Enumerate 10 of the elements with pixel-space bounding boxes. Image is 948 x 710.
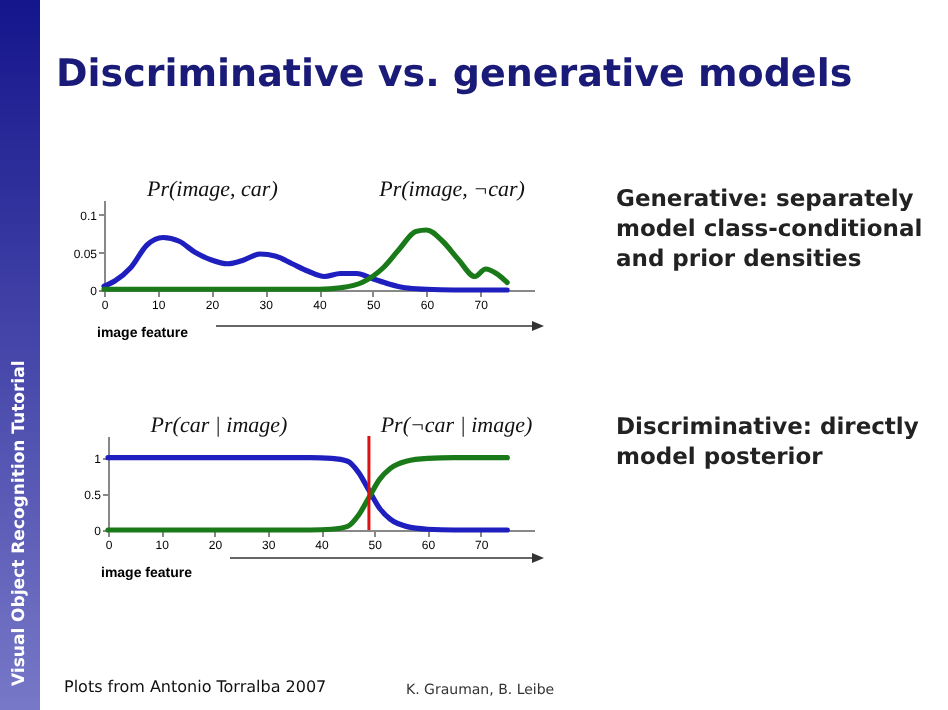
series-label: Pr(¬car | image) [378, 414, 533, 438]
text: Generative: separately model class-conditional and prior densities [616, 184, 925, 274]
text: Pr(image, ¬car) [377, 178, 526, 202]
text: Plots from Antonio Torralba 2007 [64, 678, 327, 696]
text: Discriminative: directly model posterior [616, 412, 921, 472]
series-label: Pr(image, car) [145, 178, 279, 202]
text: Visual Object Recognition Tutorial [10, 358, 30, 686]
line-series [105, 455, 510, 533]
text: Discriminative vs. generative models [56, 52, 853, 96]
series-label: Pr(car | image) [148, 414, 289, 438]
